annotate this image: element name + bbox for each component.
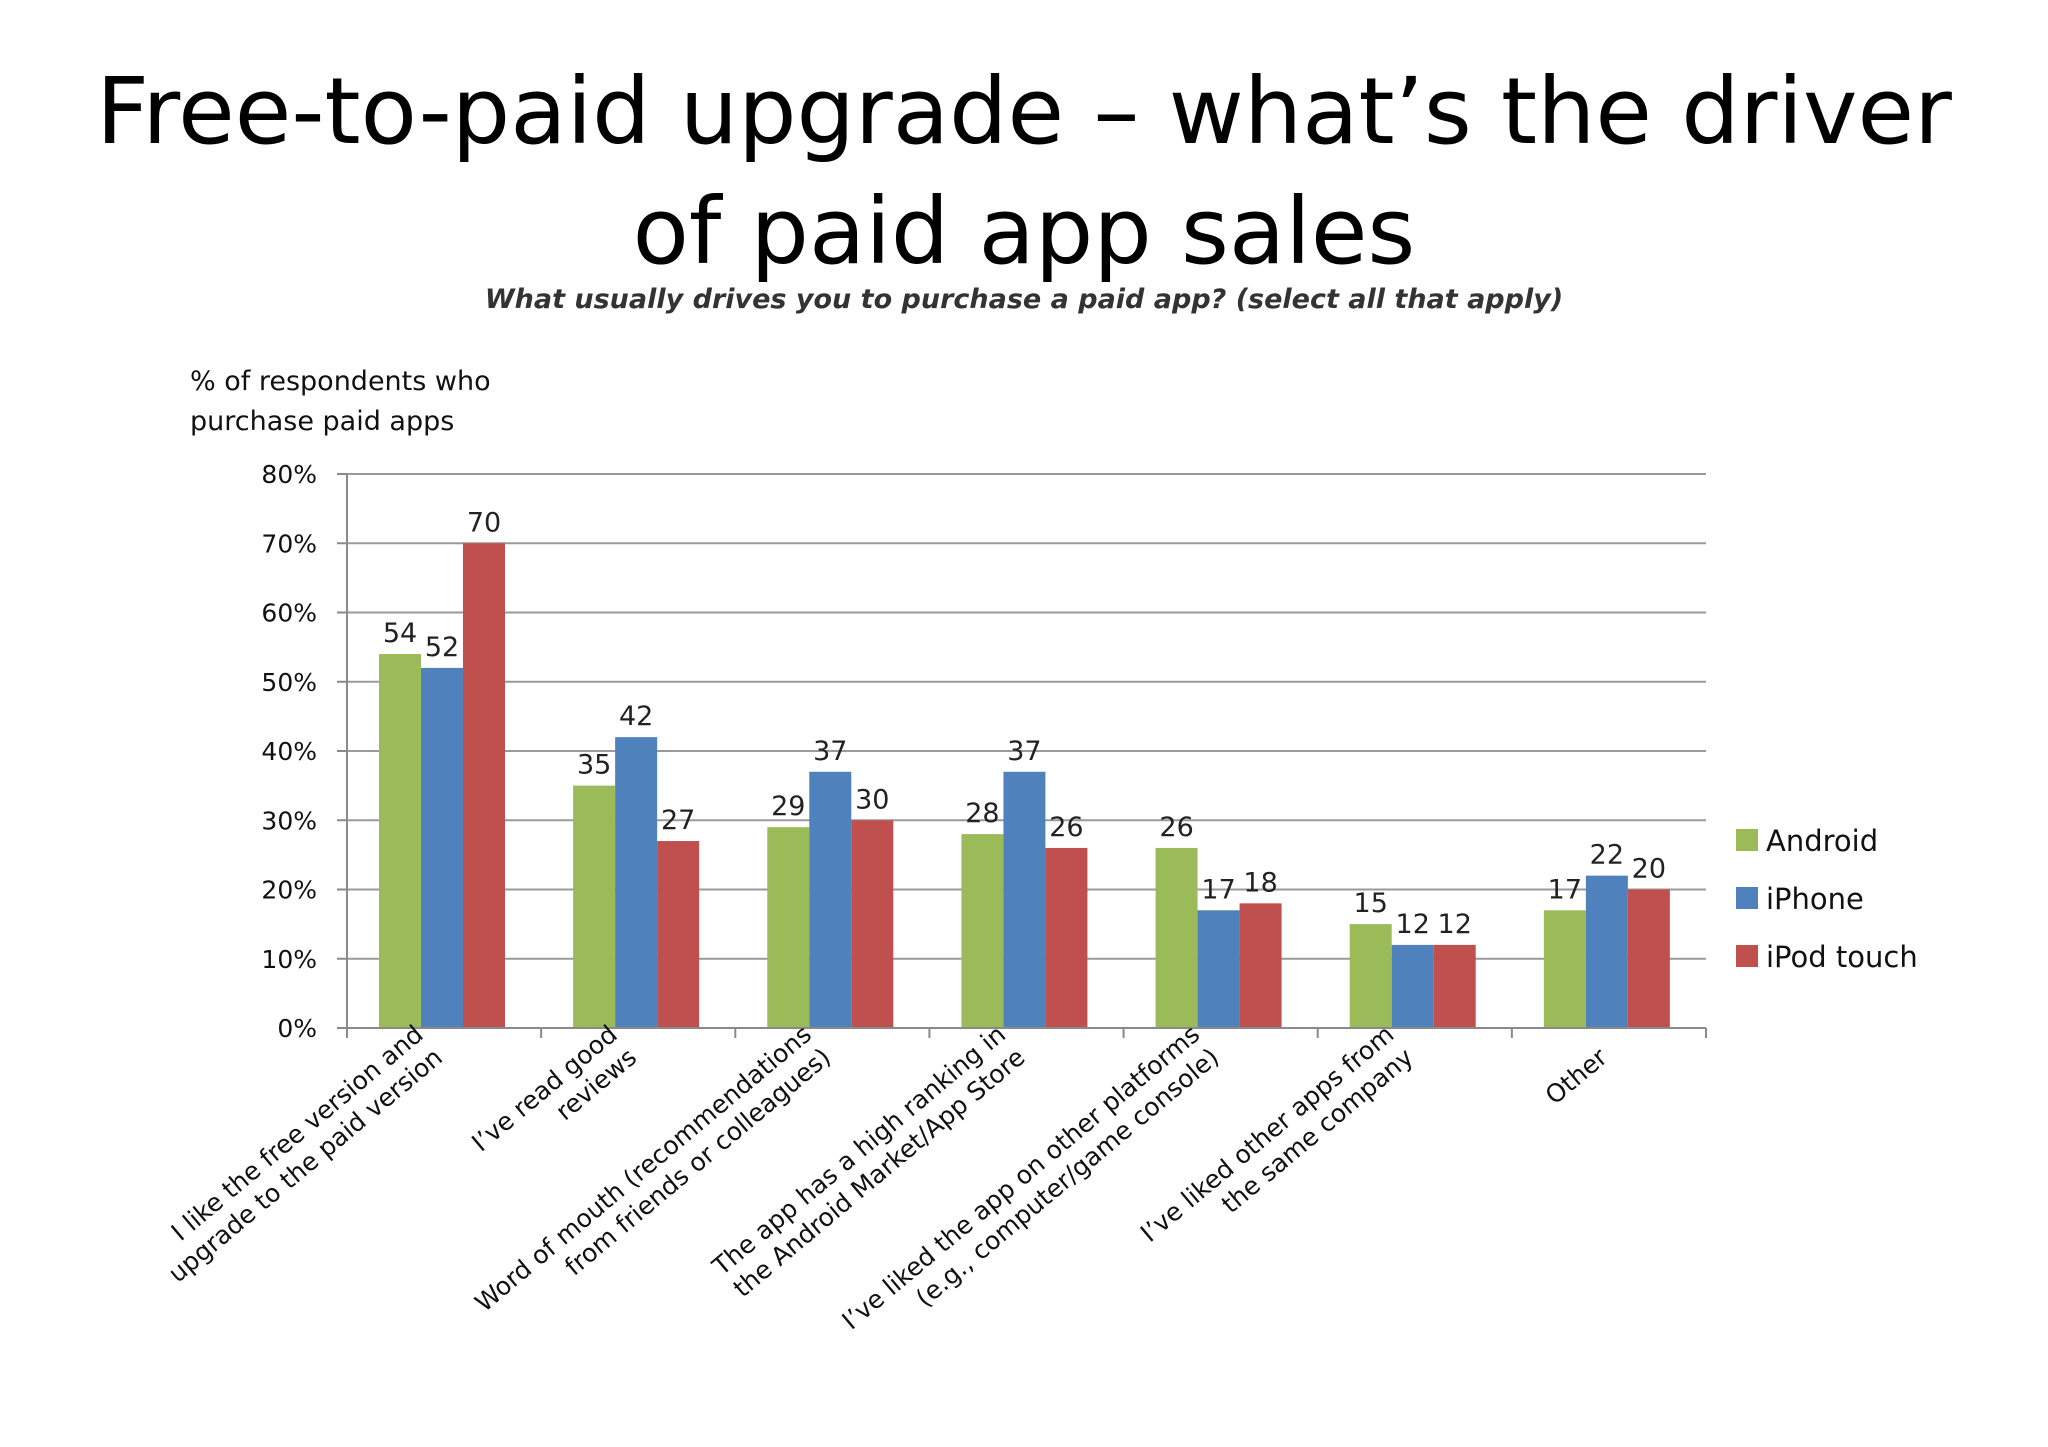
y-axis-label-line-1: % of respondents who — [190, 366, 491, 397]
bar-ipod-touch — [1627, 889, 1670, 1028]
data-label: 12 — [1438, 909, 1472, 940]
bar-iphone — [1003, 771, 1046, 1028]
y-tick-label: 60% — [261, 599, 317, 628]
data-label: 17 — [1548, 874, 1582, 905]
bar-iphone — [1391, 944, 1434, 1028]
data-label: 37 — [1007, 736, 1041, 767]
data-label: 42 — [619, 701, 653, 732]
data-label: 30 — [855, 784, 889, 815]
category-label-line: the same company — [1216, 1042, 1419, 1219]
data-label: 70 — [467, 507, 501, 538]
y-tick-label: 50% — [261, 668, 317, 697]
bar-ipod-touch — [657, 841, 700, 1028]
y-tick-label: 30% — [261, 806, 317, 835]
title-line-2: of paid app sales — [632, 178, 1416, 285]
bar-ipod-touch — [1433, 944, 1476, 1028]
category-label: Other — [1540, 1042, 1614, 1110]
data-label: 35 — [577, 750, 611, 781]
y-tick-label: 20% — [261, 876, 317, 905]
bar-android — [1155, 847, 1198, 1028]
bar-android — [961, 834, 1004, 1028]
bar-iphone — [1585, 875, 1628, 1028]
chart-subtitle: What usually drives you to purchase a pa… — [484, 284, 1564, 315]
y-tick-label: 70% — [261, 529, 317, 558]
bars — [379, 543, 1670, 1028]
bar-android — [379, 654, 421, 1028]
y-axis-label-line-2: purchase paid apps — [190, 406, 455, 437]
data-label: 54 — [383, 618, 417, 649]
bar-ipod-touch — [1239, 903, 1282, 1028]
data-label: 52 — [425, 632, 459, 663]
legend-swatch-ipod-touch — [1736, 945, 1758, 967]
y-axis-label: % of respondents who purchase paid apps — [190, 362, 491, 442]
page-title: Free-to-paid upgrade – what’s the driver… — [0, 52, 2048, 292]
y-tick-label: 0% — [277, 1014, 317, 1043]
data-label: 28 — [965, 798, 999, 829]
data-label: 37 — [813, 736, 847, 767]
bar-ipod-touch — [851, 820, 894, 1028]
data-label: 26 — [1049, 812, 1083, 843]
y-axis-ticks: 0% 10% 20% 30% 40% 50% 60% 70% 80% — [261, 460, 347, 1043]
data-label: 29 — [771, 791, 805, 822]
title-line-1: Free-to-paid upgrade – what’s the driver — [96, 58, 1952, 165]
legend-label-iphone: iPhone — [1766, 882, 1864, 916]
legend: Android iPhone iPod touch — [1736, 824, 1918, 974]
y-tick-label: 80% — [261, 460, 317, 489]
data-label: 15 — [1354, 888, 1388, 919]
data-label: 22 — [1590, 840, 1624, 871]
bar-ipod-touch — [1045, 847, 1088, 1028]
bar-iphone — [1197, 910, 1240, 1028]
legend-label-android: Android — [1766, 824, 1878, 858]
data-label: 17 — [1201, 874, 1235, 905]
legend-label-ipod-touch: iPod touch — [1766, 940, 1918, 974]
data-label: 18 — [1243, 867, 1277, 898]
data-label: 26 — [1159, 812, 1193, 843]
category-label-line: upgrade to the paid version — [163, 1042, 448, 1288]
legend-swatch-android — [1736, 829, 1758, 851]
category-label-line: I like the free version and — [166, 1019, 429, 1246]
bar-iphone — [421, 667, 463, 1028]
data-label: 12 — [1396, 909, 1430, 940]
category-label-line: Other — [1540, 1042, 1614, 1110]
axes — [346, 474, 1707, 1038]
category-label: I’ve liked the app on other platforms(e.… — [837, 1019, 1225, 1335]
data-label: 20 — [1632, 854, 1666, 885]
data-label: 27 — [661, 805, 695, 836]
bar-android — [573, 785, 616, 1028]
bar-ipod-touch — [463, 543, 505, 1028]
legend-swatch-iphone — [1736, 887, 1758, 909]
bar-android — [1349, 924, 1392, 1028]
y-tick-label: 40% — [261, 737, 317, 766]
bar-iphone — [615, 737, 658, 1028]
data-labels: 54 52 70 35 42 27 29 37 30 28 37 26 26 17 18 15 12 12 17 22… — [383, 507, 1666, 940]
bar-android — [767, 827, 810, 1028]
bar-iphone — [809, 771, 852, 1028]
bar-android — [1543, 910, 1586, 1028]
y-tick-label: 10% — [261, 945, 317, 974]
